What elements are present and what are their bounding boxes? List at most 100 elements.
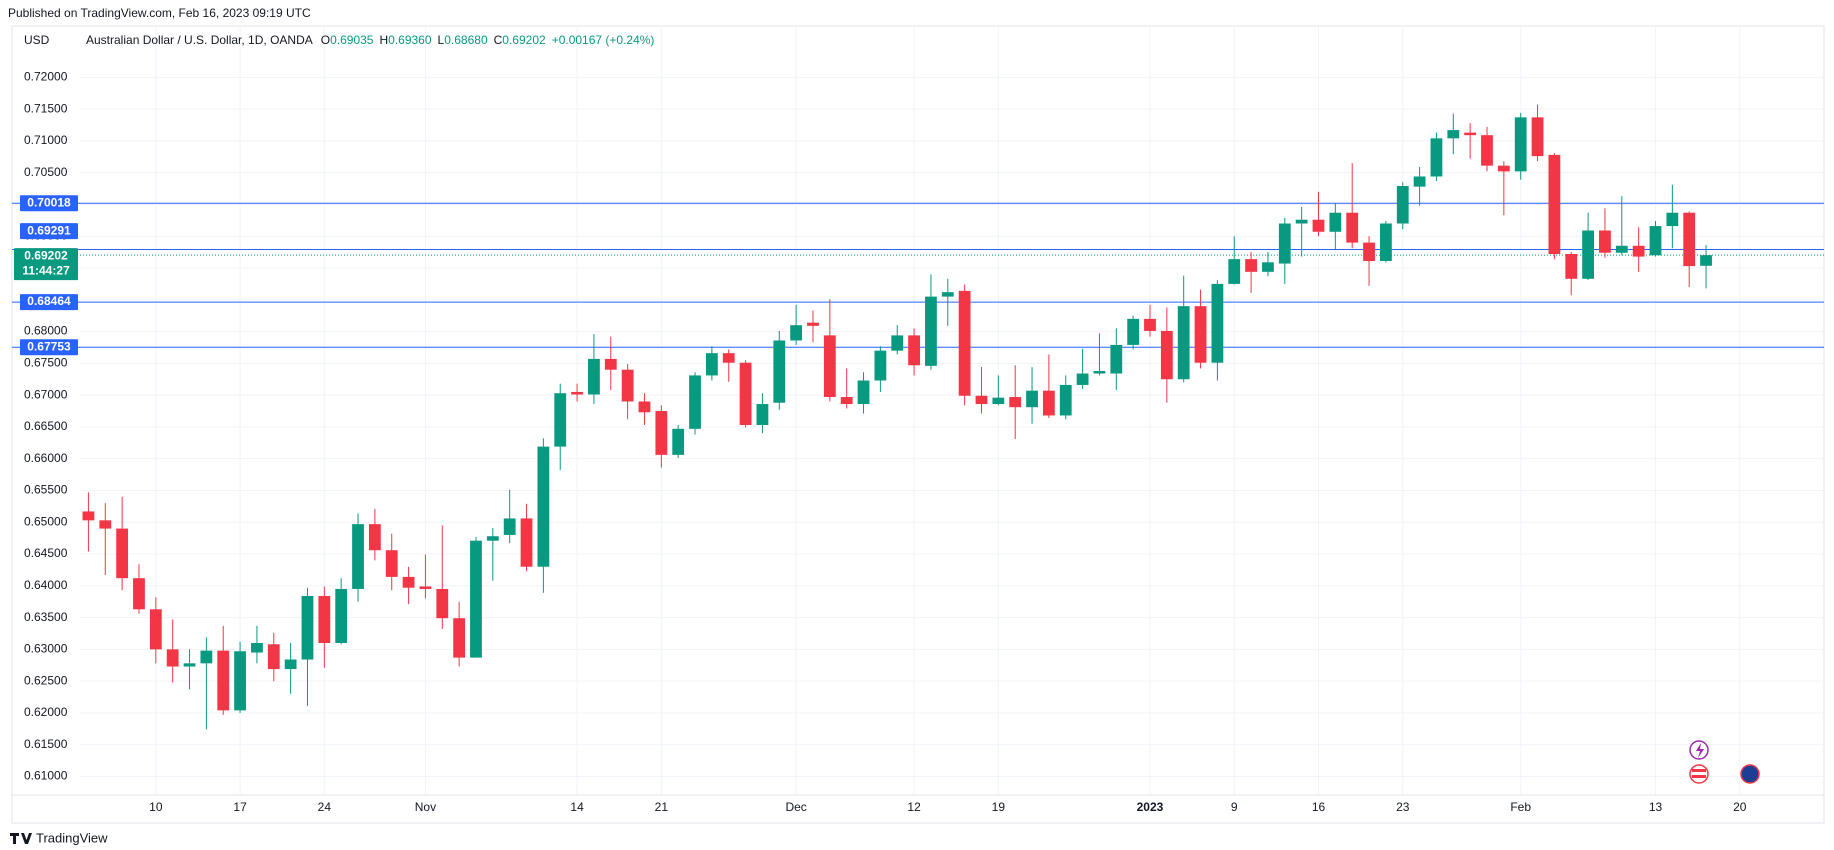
candle-body — [301, 595, 314, 660]
grid — [12, 26, 1824, 796]
event-icon-au — [1740, 764, 1760, 784]
y-tick-label: 0.61500 — [24, 737, 68, 751]
y-tick-label: 0.65500 — [24, 483, 68, 497]
chart-frame — [11, 25, 1825, 824]
y-tick-label: 0.64500 — [24, 546, 68, 560]
candle-body — [1464, 132, 1477, 136]
level-label-box — [20, 223, 78, 240]
labels: 0.61000 0.61500 0.62000 0.62500 0.63000 0.635… — [14, 70, 1747, 814]
candle-body — [520, 518, 533, 567]
candle-body — [1177, 306, 1190, 380]
candle-body — [149, 609, 162, 650]
candle-body — [133, 578, 145, 610]
y-tick-label: 0.63500 — [24, 610, 68, 624]
y-tick-label: 0.72000 — [24, 70, 68, 84]
candle-body — [941, 292, 954, 297]
candle-body — [419, 586, 432, 589]
legend-value: 0.69202 — [502, 33, 546, 47]
candle-body — [1009, 397, 1022, 408]
candle-body — [1582, 230, 1594, 279]
candle-body — [790, 325, 803, 341]
candle-body — [267, 644, 280, 670]
x-tick-label: 10 — [149, 800, 163, 814]
footer: TradingView — [10, 830, 108, 845]
x-tick-label: Feb — [1510, 800, 1531, 814]
candle-body — [1481, 135, 1493, 166]
candle-body — [1059, 384, 1072, 416]
y-tick-label: 0.67000 — [24, 387, 68, 401]
candle-body — [891, 335, 904, 351]
y-tick-label: 0.63000 — [24, 642, 68, 656]
level-label: 0.68464 — [27, 294, 71, 308]
candle-body — [402, 576, 415, 588]
candle-body — [1228, 259, 1241, 284]
candle-body — [1430, 138, 1443, 177]
candle-body — [1042, 390, 1055, 416]
flag-stripe — [1692, 769, 1706, 772]
x-tick-label: 2023 — [1137, 800, 1164, 814]
candle-body — [958, 290, 971, 396]
candle-body — [1666, 212, 1679, 227]
candle-body — [1447, 130, 1460, 139]
x-tick-label: 21 — [655, 800, 669, 814]
event-icon-us — [1689, 764, 1709, 784]
level-label-box — [20, 294, 78, 311]
y-tick-label: 0.71500 — [24, 101, 68, 115]
candle-body — [638, 401, 651, 413]
candle-body — [1262, 262, 1274, 272]
x-tick-label: Nov — [415, 800, 436, 814]
current-price-box — [14, 248, 78, 281]
candle-body — [486, 536, 499, 541]
candle-body — [284, 659, 297, 670]
y-tick-label: 0.66000 — [24, 451, 68, 465]
candle-body — [217, 650, 230, 711]
x-tick-label: 23 — [1396, 800, 1410, 814]
candle-body — [1312, 219, 1325, 232]
candle-body — [1093, 370, 1106, 374]
candle-body — [756, 404, 769, 425]
legend: Australian Dollar / U.S. Dollar, 1D, OAN… — [86, 33, 654, 47]
candle-body — [1413, 176, 1426, 187]
candle-body — [453, 618, 466, 658]
candle-body — [992, 397, 1005, 405]
x-tick-label: 13 — [1649, 800, 1663, 814]
candle-body — [183, 663, 196, 667]
candle-body — [99, 520, 112, 529]
candle-body — [234, 651, 246, 711]
candle-body — [368, 524, 381, 551]
x-tick-label: 24 — [318, 800, 332, 814]
y-tick-label: 0.71000 — [24, 133, 68, 147]
candle-body — [470, 540, 482, 658]
candle-body — [1076, 373, 1089, 385]
candle-body — [1497, 165, 1510, 172]
y-tick-label: 0.64000 — [24, 578, 68, 592]
legend-value: +0.00167 (+0.24%) — [552, 33, 655, 47]
footer-text: TradingView — [36, 830, 108, 845]
candle-body — [1110, 344, 1123, 374]
candle-body — [1683, 212, 1696, 267]
candle-body — [1396, 186, 1409, 224]
level-label: 0.69291 — [27, 223, 71, 237]
candle-body — [1211, 283, 1224, 363]
candle-body — [1346, 212, 1359, 243]
candle-body — [503, 518, 516, 535]
candle-body — [1514, 117, 1527, 172]
x-tick-label: 19 — [992, 800, 1006, 814]
level-label: 0.70018 — [27, 195, 71, 209]
candle-body — [655, 411, 668, 455]
y-tick-label: 0.70500 — [24, 165, 68, 179]
candle-body — [857, 380, 870, 405]
candle-body — [1295, 219, 1308, 224]
candle-body — [1632, 245, 1645, 257]
y-tick-label: 0.66500 — [24, 419, 68, 433]
event-icons — [1689, 740, 1760, 784]
candle-body — [554, 393, 567, 447]
x-tick-label: 20 — [1733, 800, 1747, 814]
symbol-title: Australian Dollar / U.S. Dollar, 1D, OAN… — [86, 33, 313, 47]
candle-body — [1245, 259, 1257, 272]
candle-body — [1363, 242, 1375, 262]
candle-body — [975, 395, 988, 405]
candle-body — [1026, 390, 1038, 408]
legend-value: 0.69035 — [330, 33, 374, 47]
candle-body — [251, 643, 263, 653]
